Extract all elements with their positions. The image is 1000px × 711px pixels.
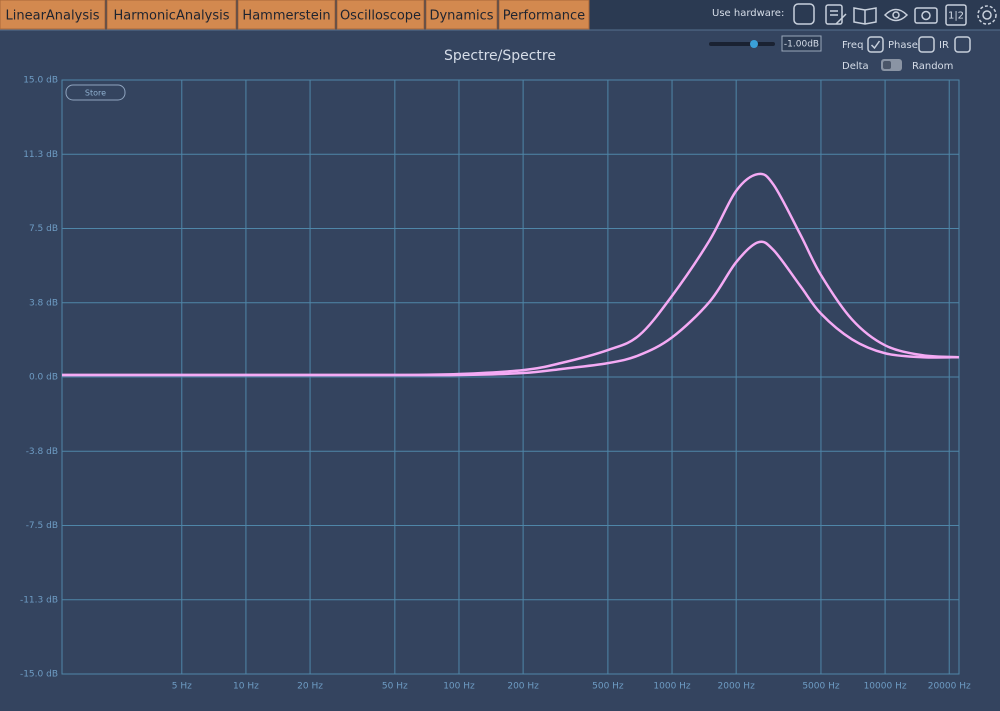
plot-frame xyxy=(61,79,960,675)
camera-icon[interactable] xyxy=(914,7,938,24)
ir-label: IR xyxy=(939,40,949,51)
split-icon[interactable]: 1|2 xyxy=(948,11,964,22)
delta-label: Delta xyxy=(842,61,869,72)
settings-icon[interactable] xyxy=(977,5,997,25)
freq-checkbox[interactable] xyxy=(867,36,884,53)
ir-checkbox[interactable] xyxy=(954,36,971,53)
tab-label[interactable]: Performance xyxy=(503,9,585,24)
y-tick-label: 11.3 dB xyxy=(23,150,58,160)
gain-value[interactable]: -1.00dB xyxy=(784,40,819,50)
freq-label: Freq xyxy=(842,40,863,51)
tab-label[interactable]: HarmonicAnalysis xyxy=(113,9,229,24)
gain-slider-thumb[interactable] xyxy=(750,40,758,48)
notes-icon[interactable] xyxy=(825,4,847,25)
eye-icon[interactable] xyxy=(883,8,909,22)
split-icon-frame[interactable] xyxy=(945,4,967,26)
tab-label[interactable]: Oscilloscope xyxy=(340,9,421,24)
tab-label[interactable]: LinearAnalysis xyxy=(6,9,100,24)
y-tick-label: -7.5 dB xyxy=(26,521,58,531)
y-tick-label: 0.0 dB xyxy=(29,373,58,383)
tab-label[interactable]: Dynamics xyxy=(429,9,493,24)
y-tick-label: 7.5 dB xyxy=(29,224,58,234)
y-tick-label: 3.8 dB xyxy=(29,298,58,308)
random-label: Random xyxy=(912,61,953,72)
store-button[interactable] xyxy=(65,84,126,101)
book-icon[interactable] xyxy=(853,7,877,25)
x-tick-label: 100 Hz xyxy=(443,682,475,692)
x-tick-label: 5 Hz xyxy=(172,682,192,692)
x-tick-label: 500 Hz xyxy=(592,682,624,692)
x-tick-label: 5000 Hz xyxy=(802,682,840,692)
delta-toggle-knob xyxy=(883,61,891,69)
x-tick-label: 20000 Hz xyxy=(928,682,971,692)
plot: 15.0 dB 11.3 dB 7.5 dB 3.8 dB 0.0 dB -3.8 dB -… xyxy=(20,76,971,692)
x-tick-label: 10000 Hz xyxy=(864,682,907,692)
x-tick-label: 10 Hz xyxy=(233,682,259,692)
tab[interactable] xyxy=(425,0,498,30)
tab[interactable] xyxy=(106,0,237,30)
tab-label[interactable]: Hammerstein xyxy=(242,9,330,24)
gain-slider-track[interactable] xyxy=(709,42,775,46)
x-tick-label: 2000 Hz xyxy=(718,682,756,692)
chart-title: Spectre/Spectre xyxy=(444,48,556,64)
phase-label: Phase xyxy=(888,40,918,51)
store-label[interactable]: Store xyxy=(85,89,106,98)
tab[interactable] xyxy=(336,0,425,30)
series-line xyxy=(62,240,960,377)
x-tick-label: 1000 Hz xyxy=(653,682,691,692)
gain-box[interactable] xyxy=(781,35,822,52)
y-tick-label: 15.0 dB xyxy=(23,76,58,86)
tab[interactable] xyxy=(0,0,106,30)
hardware-checkbox[interactable] xyxy=(793,3,815,25)
hardware-label: Use hardware: xyxy=(712,8,784,19)
checkmark xyxy=(870,40,881,50)
phase-checkbox[interactable] xyxy=(918,36,935,53)
tab-bar: LinearAnalysis HarmonicAnalysis Hammerstei… xyxy=(0,0,590,30)
y-tick-label: -15.0 dB xyxy=(20,670,58,680)
x-tick-label: 20 Hz xyxy=(297,682,323,692)
tab[interactable] xyxy=(498,0,590,30)
tab[interactable] xyxy=(237,0,336,30)
x-tick-label: 50 Hz xyxy=(382,682,408,692)
y-tick-label: -3.8 dB xyxy=(26,447,58,457)
x-tick-label: 200 Hz xyxy=(507,682,539,692)
y-tick-label: -11.3 dB xyxy=(20,595,58,605)
